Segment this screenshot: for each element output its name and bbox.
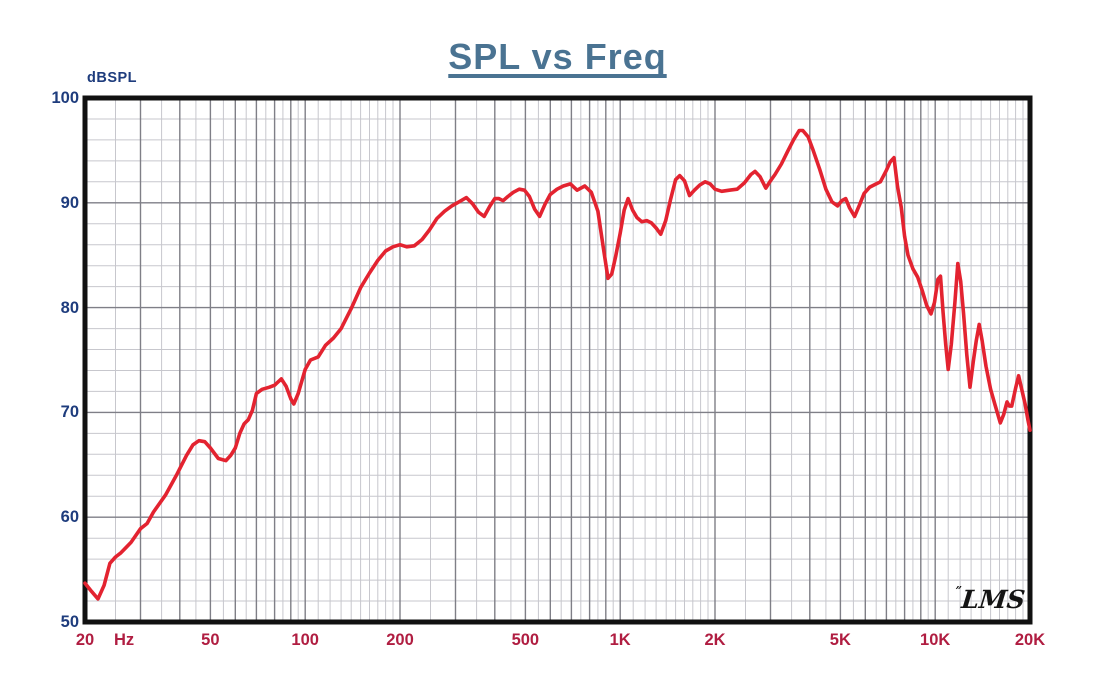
y-tick-label: 70 xyxy=(60,403,79,422)
x-tick-label: 20 xyxy=(75,631,95,649)
x-tick-label: 5K xyxy=(829,631,851,649)
x-axis-unit-label: Hz xyxy=(114,631,135,649)
logo-text: LMS xyxy=(960,585,1027,614)
y-tick-label: 50 xyxy=(60,613,79,631)
y-tick-label: 60 xyxy=(60,508,79,527)
x-tick-label: 20K xyxy=(1014,631,1046,649)
x-tick-label: 200 xyxy=(386,631,414,649)
y-tick-label: 80 xyxy=(60,298,79,317)
x-tick-label: 50 xyxy=(201,631,220,649)
x-tick-label: 10K xyxy=(920,631,951,649)
y-tick-label: 100 xyxy=(51,89,79,107)
y-tick-label: 90 xyxy=(60,193,79,212)
x-tick-label: 500 xyxy=(511,631,540,649)
lms-logo: ”LMS xyxy=(938,584,1027,614)
y-axis-unit-label: dBSPL xyxy=(87,70,138,86)
x-tick-label: 100 xyxy=(291,631,319,649)
x-tick-label: 1K xyxy=(609,631,631,649)
chart-title: SPL vs Freq xyxy=(448,36,667,77)
x-tick-label: 2K xyxy=(704,631,726,649)
